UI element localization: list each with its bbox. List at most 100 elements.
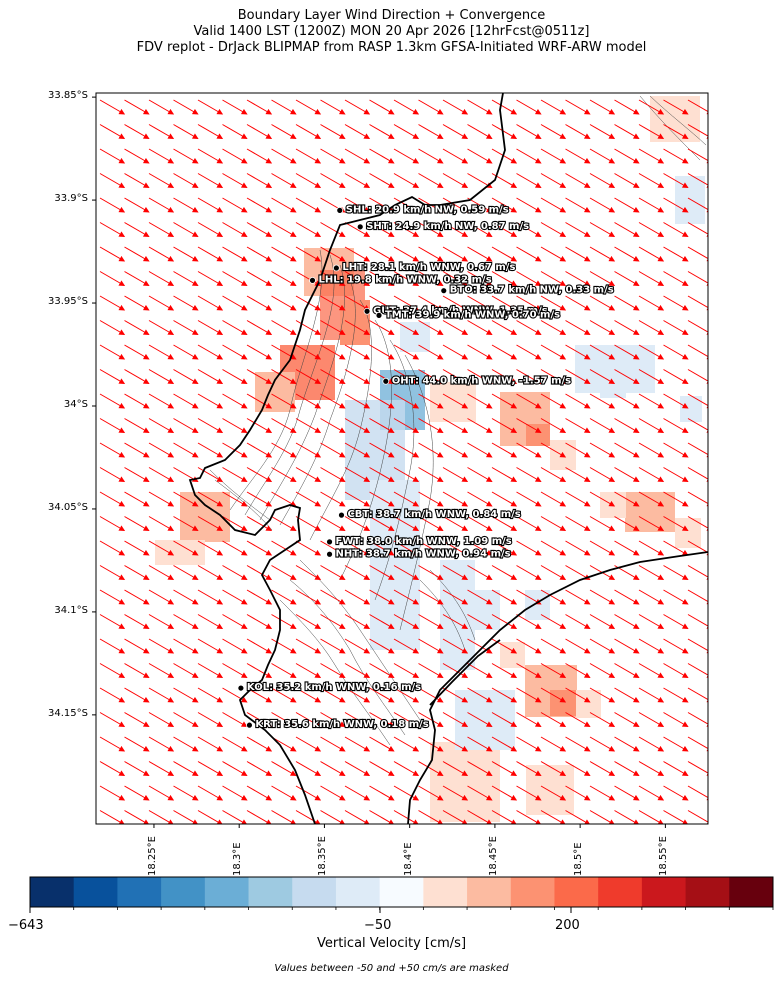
wind-arrow	[173, 614, 199, 629]
wind-arrow	[369, 663, 395, 678]
chart-title: Boundary Layer Wind Direction + Converge…	[237, 8, 546, 23]
wind-arrow	[614, 614, 640, 629]
wind-arrow	[565, 663, 591, 678]
wind-arrow	[197, 467, 224, 482]
wind-arrow	[369, 736, 395, 752]
wind-arrow	[295, 442, 322, 458]
wind-arrow	[442, 295, 469, 311]
wind-arrow	[99, 687, 126, 703]
wind-arrow	[418, 491, 444, 507]
wind-arrow	[442, 589, 469, 605]
wind-arrow	[442, 197, 469, 213]
wind-arrow	[589, 246, 616, 262]
wind-arrow	[467, 344, 493, 360]
wind-arrow	[491, 271, 518, 286]
wind-arrow	[222, 295, 248, 311]
wind-arrow	[222, 687, 248, 703]
wind-arrow	[565, 589, 591, 605]
wind-arrow	[197, 516, 224, 531]
plot-frame	[95, 92, 709, 825]
wind-arrow	[295, 736, 322, 752]
station-label: SHL: 20.9 km/h NW, 0.59 m/s	[346, 204, 509, 215]
wind-arrow	[687, 810, 708, 824]
wind-arrow	[320, 810, 346, 824]
wind-arrow	[99, 418, 126, 434]
wind-arrow	[369, 222, 395, 237]
wind-arrow	[246, 516, 273, 531]
wind-arrow	[565, 712, 591, 727]
wind-arrow	[418, 173, 444, 188]
wind-arrow	[320, 761, 346, 776]
y-tick-label: 34.1°S	[54, 604, 88, 616]
wind-arrow	[442, 663, 469, 678]
wind-arrow	[687, 785, 708, 801]
wind-arrow	[344, 295, 371, 311]
wind-arrow	[99, 712, 126, 728]
wind-arrow	[344, 663, 371, 678]
wind-arrow	[320, 173, 346, 188]
wind-arrow	[124, 565, 150, 580]
wind-arrow	[295, 124, 322, 139]
wind-arrow	[222, 393, 248, 409]
wind-arrow	[565, 687, 591, 703]
wind-arrow	[344, 222, 371, 237]
wind-arrow	[442, 344, 469, 360]
wind-arrow	[687, 393, 708, 409]
colorbar-swatch	[204, 877, 250, 907]
wind-arrow	[173, 491, 199, 507]
wind-arrow	[320, 467, 346, 482]
wind-arrow	[393, 687, 420, 703]
colorbar-swatch	[467, 877, 512, 907]
wind-arrow	[344, 271, 371, 286]
wind-arrow	[295, 614, 322, 629]
wind-arrow	[173, 761, 199, 776]
wind-arrow	[663, 467, 689, 482]
wind-arrow	[124, 785, 150, 801]
wind-arrow	[565, 271, 591, 286]
y-tick-label: 33.85°S	[48, 90, 88, 102]
wind-arrow	[393, 320, 420, 335]
wind-arrow	[124, 344, 150, 360]
wind-arrow	[369, 173, 395, 188]
wind-arrow	[491, 467, 518, 482]
wind-arrow	[295, 393, 322, 409]
station-marker	[237, 684, 245, 692]
wind-arrow	[393, 736, 420, 752]
wind-arrow	[540, 589, 567, 605]
wind-arrow	[320, 442, 346, 458]
wind-arrow	[124, 589, 150, 605]
wind-arrow	[320, 369, 346, 384]
wind-arrow	[516, 124, 542, 139]
wind-arrow	[614, 687, 640, 703]
wind-arrow	[295, 540, 322, 556]
wind-arrow	[393, 246, 420, 262]
wind-arrow	[540, 687, 567, 703]
wind-arrow	[246, 344, 273, 360]
wind-arrow	[148, 295, 175, 311]
wind-arrow	[687, 295, 708, 311]
wind-arrow	[516, 638, 542, 654]
wind-arrow	[442, 810, 469, 824]
wind-arrow	[295, 99, 322, 115]
wind-arrow	[442, 246, 469, 262]
wind-arrow	[99, 491, 126, 507]
wind-arrow	[565, 295, 591, 311]
wind-arrow	[369, 369, 395, 384]
wind-arrow	[467, 663, 493, 678]
wind-arrow	[663, 418, 689, 433]
wind-arrow	[687, 148, 708, 164]
wind-arrow	[663, 442, 689, 458]
wind-arrow	[124, 761, 150, 776]
wind-arrow	[491, 124, 518, 139]
wind-arrow	[540, 369, 567, 384]
wind-arrow	[467, 736, 493, 752]
x-tick-label: 18.55°E	[658, 836, 670, 876]
wind-arrow	[246, 99, 273, 115]
wind-arrow	[197, 638, 224, 654]
wind-arrow	[393, 148, 420, 164]
wind-arrow	[516, 99, 542, 115]
wind-arrow	[638, 467, 665, 482]
wind-arrow	[540, 516, 567, 531]
wind-arrow	[295, 663, 322, 678]
